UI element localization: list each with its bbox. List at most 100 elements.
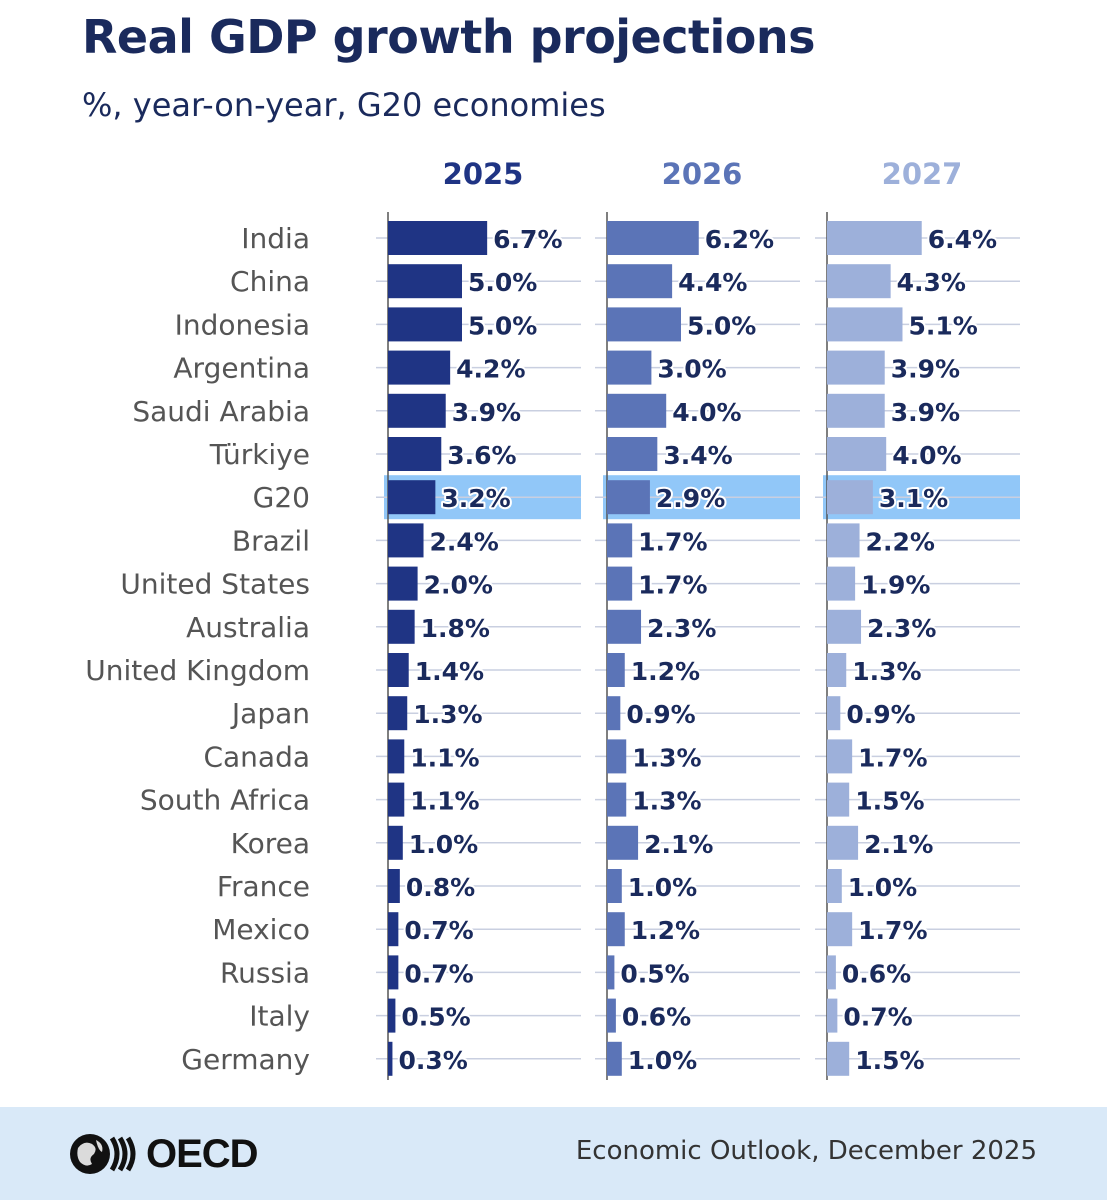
bar[interactable]: [388, 653, 409, 687]
bar[interactable]: [388, 566, 418, 601]
data-label: 1.3%: [852, 657, 921, 686]
data-label: 2.1%: [644, 830, 713, 859]
category-label: United States: [120, 568, 310, 601]
bar[interactable]: [388, 912, 399, 947]
bar[interactable]: [827, 739, 853, 774]
bar[interactable]: [827, 1041, 850, 1076]
data-label: 1.2%: [631, 657, 700, 686]
bar[interactable]: [607, 1041, 622, 1076]
bar[interactable]: [388, 739, 405, 774]
bar[interactable]: [827, 480, 873, 515]
category-label: Russia: [220, 956, 310, 989]
bar[interactable]: [607, 566, 633, 601]
data-label: 1.7%: [858, 916, 927, 945]
category-label: Türkiye: [209, 438, 310, 471]
bar[interactable]: [388, 307, 462, 342]
data-label: 1.2%: [631, 916, 700, 945]
bar[interactable]: [388, 480, 436, 515]
bar[interactable]: [607, 955, 615, 990]
category-label: China: [230, 265, 310, 298]
bar[interactable]: [607, 480, 650, 515]
data-label: 4.4%: [678, 268, 747, 297]
bar[interactable]: [607, 739, 627, 774]
bar[interactable]: [827, 912, 853, 947]
bar[interactable]: [607, 825, 639, 860]
bar[interactable]: [827, 782, 850, 817]
data-label: 5.0%: [687, 311, 756, 340]
data-label: 2.9%: [656, 484, 725, 513]
bar[interactable]: [827, 350, 885, 385]
bar[interactable]: [388, 1041, 393, 1076]
bar[interactable]: [388, 825, 403, 860]
bar[interactable]: [388, 696, 408, 731]
bar[interactable]: [607, 264, 673, 299]
category-label: South Africa: [140, 784, 310, 817]
bar[interactable]: [607, 912, 625, 947]
data-label: 3.0%: [657, 355, 726, 384]
series-header-2026: 2026: [662, 157, 743, 191]
bar[interactable]: [607, 782, 627, 817]
bar[interactable]: [827, 955, 836, 990]
bar[interactable]: [827, 825, 859, 860]
bar[interactable]: [827, 566, 856, 601]
bar[interactable]: [607, 307, 681, 342]
bar[interactable]: [827, 869, 842, 903]
bar[interactable]: [388, 782, 405, 817]
series-header-2027: 2027: [882, 157, 963, 191]
bar[interactable]: [388, 955, 399, 990]
data-label: 4.2%: [456, 355, 525, 384]
series-header-2025: 2025: [443, 157, 524, 191]
data-label: 3.2%: [441, 484, 510, 513]
data-label: 4.0%: [892, 441, 961, 470]
data-label: 5.0%: [468, 268, 537, 297]
category-label: Indonesia: [175, 308, 310, 341]
bar[interactable]: [607, 653, 625, 687]
bar[interactable]: [827, 437, 887, 471]
category-label: Canada: [203, 740, 310, 773]
data-label: 1.0%: [848, 873, 917, 902]
data-label: 2.2%: [866, 527, 935, 556]
bar[interactable]: [388, 998, 396, 1033]
data-label: 1.0%: [628, 1046, 697, 1075]
category-label: Australia: [186, 611, 310, 644]
bar[interactable]: [827, 393, 885, 428]
bar[interactable]: [607, 609, 642, 644]
bar[interactable]: [607, 393, 667, 428]
bar[interactable]: [827, 523, 860, 558]
bar[interactable]: [827, 264, 891, 299]
bar[interactable]: [388, 523, 424, 558]
category-label: G20: [253, 481, 310, 514]
data-label: 2.0%: [424, 571, 493, 600]
bar[interactable]: [388, 350, 451, 385]
bar[interactable]: [827, 998, 838, 1033]
data-label: 3.4%: [663, 441, 732, 470]
data-label: 1.8%: [421, 614, 490, 643]
oecd-logo[interactable]: OECD: [68, 1130, 259, 1178]
bar[interactable]: [607, 998, 616, 1033]
oecd-logo-text: OECD: [146, 1131, 259, 1176]
bar[interactable]: [388, 437, 442, 471]
bar[interactable]: [827, 609, 862, 644]
category-label: Germany: [181, 1043, 310, 1076]
category-label: Japan: [230, 697, 310, 730]
bar[interactable]: [607, 869, 622, 903]
bar[interactable]: [827, 221, 922, 255]
bar[interactable]: [607, 437, 658, 471]
bar[interactable]: [607, 221, 699, 255]
bar[interactable]: [827, 307, 903, 342]
data-label: 1.3%: [632, 787, 701, 816]
bar[interactable]: [607, 350, 652, 385]
globe-icon: [70, 1134, 136, 1174]
bar[interactable]: [827, 696, 841, 731]
bar[interactable]: [607, 523, 633, 558]
bar[interactable]: [388, 264, 462, 299]
bar[interactable]: [388, 609, 415, 644]
category-label: Argentina: [173, 352, 310, 385]
bar[interactable]: [388, 393, 446, 428]
source-note: Economic Outlook, December 2025: [575, 1136, 1037, 1166]
bar[interactable]: [607, 696, 621, 731]
data-label: 0.7%: [404, 959, 473, 988]
bar[interactable]: [388, 221, 488, 255]
bar[interactable]: [388, 869, 400, 903]
bar[interactable]: [827, 653, 847, 687]
